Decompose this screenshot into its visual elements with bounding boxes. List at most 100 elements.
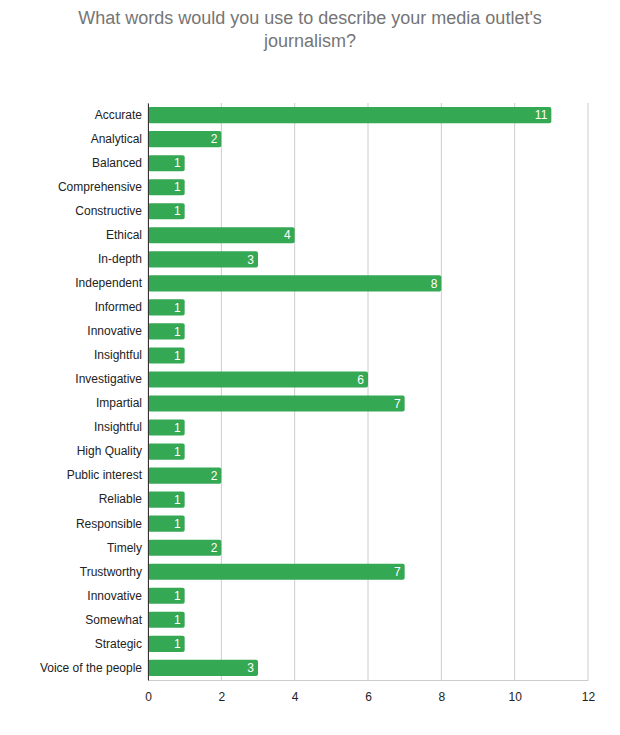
data-label: 1	[174, 204, 181, 218]
tick-label: 4	[292, 690, 299, 704]
data-label: 1	[174, 156, 181, 170]
data-labels: 1121114381116711211271113	[174, 108, 548, 675]
category-label: Voice of the people	[40, 661, 142, 675]
bar	[148, 564, 405, 580]
tick: 6	[365, 680, 372, 704]
data-label: 1	[174, 180, 181, 194]
category-tick: Innovative	[87, 324, 142, 338]
category-tick: Somewhat	[85, 613, 142, 627]
category-label: Comprehensive	[58, 180, 142, 194]
category-tick: Trustworthy	[80, 565, 142, 579]
category-tick: Independent	[75, 276, 142, 290]
grid-line	[294, 103, 295, 680]
category-label: Accurate	[95, 108, 143, 122]
axis-line	[149, 680, 589, 681]
category-tick: Ethical	[106, 228, 142, 242]
data-label: 1	[174, 325, 181, 339]
chart: What words would you use to describe you…	[0, 0, 620, 735]
data-label: 7	[394, 397, 401, 411]
category-axis: Accurate Analytical Balanced Comprehensive C…	[40, 104, 149, 681]
bar	[148, 371, 368, 387]
category-tick: Impartial	[96, 396, 142, 410]
category-label: Somewhat	[85, 613, 142, 627]
bar	[148, 588, 185, 604]
category-label: Balanced	[92, 156, 142, 170]
category-label: Independent	[75, 276, 142, 290]
bar	[148, 516, 185, 532]
category-tick: Timely	[107, 541, 142, 555]
category-tick: Insightful	[94, 348, 142, 362]
category-label: Innovative	[87, 324, 142, 338]
category-label: Investigative	[75, 372, 142, 386]
category-label: Trustworthy	[80, 565, 142, 579]
category-tick: Innovative	[87, 589, 142, 603]
grid-line	[514, 103, 515, 680]
data-label: 1	[174, 613, 181, 627]
category-tick: Responsible	[76, 517, 142, 531]
category-tick: Balanced	[92, 156, 142, 170]
grid-line	[148, 103, 149, 680]
category-tick: Analytical	[91, 132, 142, 146]
data-label: 1	[174, 421, 181, 435]
category-tick: Constructive	[75, 204, 142, 218]
category-label: Innovative	[87, 589, 142, 603]
data-label: 1	[174, 301, 181, 315]
bar	[148, 468, 221, 484]
bar	[148, 179, 185, 195]
grid-line	[221, 103, 222, 680]
category-label: Ethical	[106, 228, 142, 242]
axis-line	[148, 104, 149, 681]
bar	[148, 107, 551, 123]
category-tick: Investigative	[75, 372, 142, 386]
bar	[148, 636, 185, 652]
tick: 4	[292, 680, 299, 704]
bar	[148, 540, 221, 556]
tick-label: 12	[582, 690, 596, 704]
tick: 12	[582, 680, 596, 704]
bar	[148, 323, 185, 339]
category-label: Strategic	[95, 637, 142, 651]
data-label: 2	[211, 469, 218, 483]
bar	[148, 299, 185, 315]
category-label: Impartial	[96, 396, 142, 410]
tick: 2	[218, 680, 225, 704]
grid-line	[368, 103, 369, 680]
data-label: 1	[174, 445, 181, 459]
tick: 8	[438, 680, 445, 704]
data-label: 3	[247, 253, 254, 267]
bar	[148, 347, 185, 363]
data-label: 7	[394, 565, 401, 579]
category-tick: High Quality	[77, 444, 142, 458]
category-label: Informed	[95, 300, 142, 314]
bar	[148, 492, 185, 508]
category-label: Constructive	[75, 204, 142, 218]
category-label: Public interest	[67, 468, 143, 482]
bar	[148, 395, 405, 411]
tick-label: 6	[365, 690, 372, 704]
bar	[148, 419, 185, 435]
bar	[148, 203, 185, 219]
category-label: In-depth	[98, 252, 142, 266]
tick-label: 8	[438, 690, 445, 704]
tick: 0	[145, 680, 152, 704]
tick-label: 2	[218, 690, 225, 704]
data-label: 2	[211, 541, 218, 555]
bar	[148, 275, 441, 291]
value-axis: 024681012	[145, 680, 595, 704]
bar	[148, 444, 185, 460]
category-label: Reliable	[99, 492, 143, 506]
category-tick: Accurate	[95, 108, 143, 122]
data-label: 1	[174, 493, 181, 507]
category-tick: Public interest	[67, 468, 143, 482]
tick-label: 0	[145, 690, 152, 704]
category-tick: Insightful	[94, 420, 142, 434]
category-label: Insightful	[94, 348, 142, 362]
bar	[148, 155, 185, 171]
category-label: Responsible	[76, 517, 142, 531]
data-label: 11	[535, 108, 548, 122]
data-label: 1	[174, 637, 181, 651]
category-label: Timely	[107, 541, 142, 555]
grid-line	[441, 103, 442, 680]
data-label: 3	[247, 661, 254, 675]
category-tick: Informed	[95, 300, 142, 314]
